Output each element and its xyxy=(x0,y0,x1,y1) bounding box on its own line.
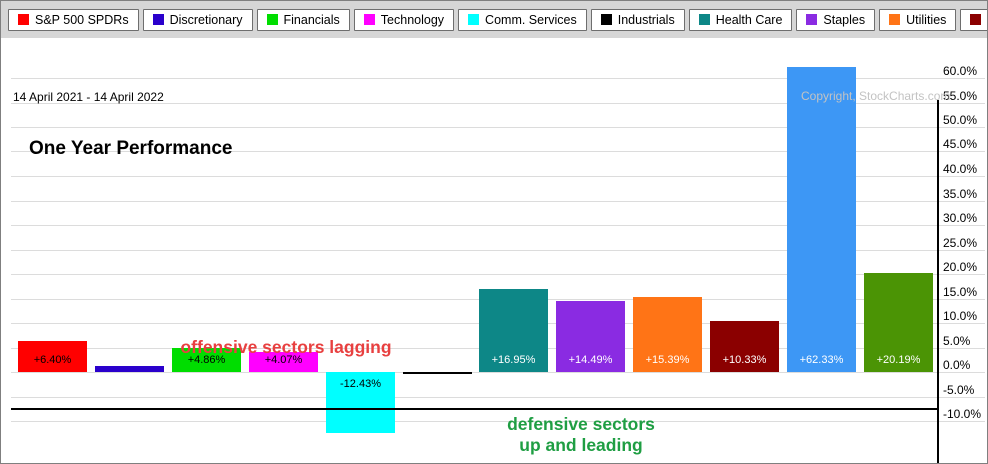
y-tick-label: 10.0% xyxy=(943,309,978,323)
gridline-25 xyxy=(11,250,985,251)
y-tick-label: -5.0% xyxy=(943,383,975,397)
chart-area: 60.0% 55.0% 50.0% 45.0% 40.0% 35.0% 30.0% 25.0%… xyxy=(1,38,987,463)
bar-value-label: -12.43% xyxy=(340,378,381,390)
y-tick-label: 30.0% xyxy=(943,211,978,225)
gridline--10 xyxy=(11,421,985,422)
plot-layer: 60.0% 55.0% 50.0% 45.0% 40.0% 35.0% 30.0% 25.0%… xyxy=(1,38,987,463)
gridline-30 xyxy=(11,225,985,226)
legend-bar: S&P 500 SPDRs Discretionary Financials Tech… xyxy=(1,1,987,38)
y-tick-label: 60.0% xyxy=(943,64,978,78)
legend-item-comm-services[interactable]: Comm. Services xyxy=(458,8,587,31)
annotation-offensive-sectors: offensive sectors lagging xyxy=(180,337,392,357)
copyright-label: Copyright, StockCharts.com xyxy=(801,89,951,103)
bar-value-label: +14.49% xyxy=(568,354,613,366)
legend-color-swatch-icon xyxy=(970,14,982,25)
date-range-label: 14 April 2021 - 14 April 2022 xyxy=(13,90,164,104)
legend-item-utilities[interactable]: Utilities xyxy=(879,8,957,31)
bar-value-label: +4.07% xyxy=(264,354,303,366)
y-tick-label: 20.0% xyxy=(943,260,978,274)
gridline-60 xyxy=(11,78,985,79)
legend-color-swatch-icon xyxy=(600,14,612,25)
legend-color-swatch-icon xyxy=(468,14,480,25)
legend-color-swatch-icon xyxy=(698,14,710,25)
bar-technology xyxy=(249,352,318,372)
legend-item-label: Staples xyxy=(823,12,866,27)
bar-s-p-500-spdrs xyxy=(18,340,87,372)
y-tick-label: 45.0% xyxy=(943,137,978,151)
legend-item-technology[interactable]: Technology xyxy=(353,8,455,31)
y-tick-label: 40.0% xyxy=(943,162,978,176)
annotation-defensive-line2: up and leading xyxy=(519,435,643,455)
legend-item-label: Industrials xyxy=(617,12,675,27)
bar-utilities xyxy=(633,296,702,372)
y-tick-label: 15.0% xyxy=(943,285,978,299)
legend-color-swatch-icon xyxy=(806,14,818,25)
y-tick-label: 25.0% xyxy=(943,236,978,250)
bar-value-label: +20.19% xyxy=(876,354,921,366)
gridline-50 xyxy=(11,127,985,128)
y-axis-line xyxy=(937,100,939,463)
legend-item-health-care[interactable]: Health Care xyxy=(688,8,793,31)
annotation-defensive-sectors: defensive sectors up and leading xyxy=(471,414,691,456)
gridline--5 xyxy=(11,397,985,398)
legend-item-label: Discretionary xyxy=(169,12,243,27)
legend-item-label: Comm. Services xyxy=(485,12,577,27)
legend-item-financials[interactable]: Financials xyxy=(256,8,350,31)
gridline-40 xyxy=(11,176,985,177)
legend-color-swatch-icon xyxy=(152,14,164,25)
annotation-defensive-line1: defensive sectors xyxy=(507,414,655,434)
y-tick-label: -10.0% xyxy=(943,407,982,421)
bar-real-estate xyxy=(864,273,933,372)
bar-value-label: +10.33% xyxy=(722,354,767,366)
bar-health-care xyxy=(479,288,548,372)
bar-materials xyxy=(710,321,779,372)
legend-item-label: Financials xyxy=(283,12,340,27)
bar-value-label: +6.40% xyxy=(33,354,72,366)
bar-discretionary xyxy=(95,365,164,372)
bar-comm-services xyxy=(326,372,395,433)
legend-item-s-p-500-spdrs[interactable]: S&P 500 SPDRs xyxy=(8,8,139,31)
legend-item-staples[interactable]: Staples xyxy=(796,8,876,31)
bar-value-label: +4.86% xyxy=(187,354,226,366)
legend-color-swatch-icon xyxy=(266,14,278,25)
legend-item-industrials[interactable]: Industrials xyxy=(590,8,685,31)
gridline-20 xyxy=(11,274,985,275)
gridline-35 xyxy=(11,201,985,202)
y-tick-label: 35.0% xyxy=(943,187,978,201)
bar-staples xyxy=(556,300,625,372)
y-tick-label: 5.0% xyxy=(943,334,971,348)
legend-item-label: Technology xyxy=(380,12,445,27)
bar-value-label: +62.33% xyxy=(799,354,844,366)
legend-item-materials[interactable]: Materials xyxy=(960,8,987,31)
gridline-0 xyxy=(11,372,985,373)
bar-industrials xyxy=(403,372,472,374)
legend-item-label: Health Care xyxy=(715,12,783,27)
chart-title: One Year Performance xyxy=(29,138,233,159)
bar-value-label: +16.95% xyxy=(491,354,536,366)
bar-energy xyxy=(787,66,856,372)
zero-axis-line xyxy=(11,408,938,410)
y-tick-label: 0.0% xyxy=(943,358,971,372)
bar-financials xyxy=(172,348,241,372)
gridline-45 xyxy=(11,151,985,152)
legend-item-discretionary[interactable]: Discretionary xyxy=(142,8,253,31)
legend-color-swatch-icon xyxy=(889,14,901,25)
bar-value-label: +15.39% xyxy=(645,354,690,366)
legend-item-label: Utilities xyxy=(906,12,947,27)
legend-item-label: S&P 500 SPDRs xyxy=(35,12,129,27)
gridline-55 xyxy=(11,103,985,104)
y-tick-label: 55.0% xyxy=(943,89,978,103)
y-tick-label: 50.0% xyxy=(943,113,978,127)
legend-color-swatch-icon xyxy=(18,14,29,25)
legend-color-swatch-icon xyxy=(363,14,375,25)
